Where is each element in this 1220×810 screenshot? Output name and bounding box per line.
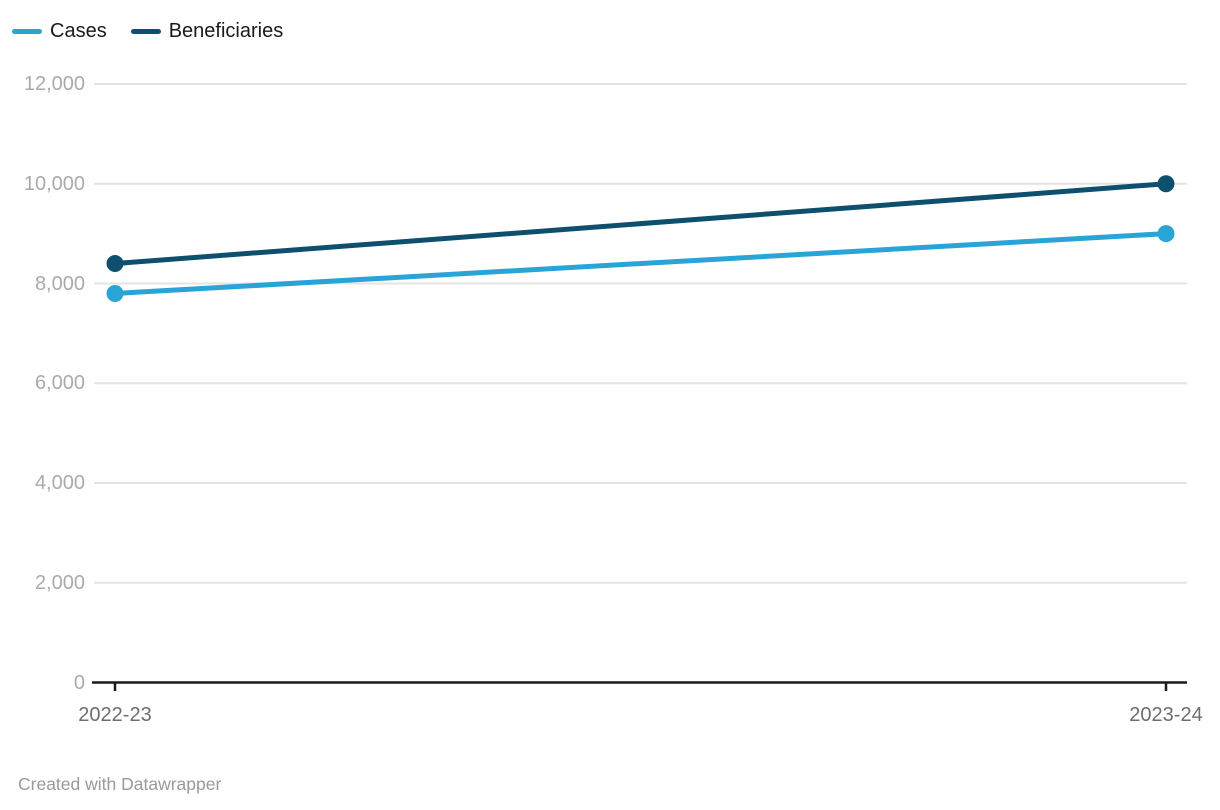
y-axis-tick-label: 2,000	[34, 571, 85, 594]
legend-line-swatch-cases-icon	[12, 28, 42, 34]
data-point-beneficiaries	[1157, 175, 1175, 193]
legend-label-beneficiaries: Beneficiaries	[168, 20, 284, 42]
y-axis-tick-label: 4,000	[34, 472, 85, 494]
y-axis-tick-label: 8,000	[34, 272, 85, 295]
x-axis-tick-label: 2022-23	[78, 704, 152, 726]
y-axis-tick-label: 6,000	[34, 372, 85, 395]
y-axis-labels: 0 2,000 4,000 6,000 8,000 10,000 12,000	[0, 0, 85, 810]
data-point-cases	[106, 284, 124, 302]
series-line-beneficiaries	[112, 181, 1169, 267]
legend-item-beneficiaries: Beneficiaries	[130, 17, 284, 45]
legend-line-swatch-beneficiaries-icon	[130, 28, 161, 34]
y-axis-tick-label: 0	[73, 671, 85, 694]
x-axis-tick-label: 2023-24	[1129, 704, 1203, 726]
legend-item-cases: Cases	[12, 17, 107, 45]
data-point-beneficiaries	[106, 255, 124, 273]
y-axis-tick-label: 12,000	[23, 73, 85, 95]
series-line-cases	[112, 231, 1169, 296]
datawrapper-credit-link[interactable]: Created with Datawrapper	[18, 774, 222, 794]
x-axis-labels: 2022-23 2023-24	[0, 702, 1220, 732]
legend-label-cases: Cases	[50, 20, 107, 42]
data-point-cases	[1157, 225, 1175, 243]
y-axis-tick-label: 10,000	[23, 172, 85, 195]
chart-legend: Cases Beneficiaries	[12, 17, 283, 45]
